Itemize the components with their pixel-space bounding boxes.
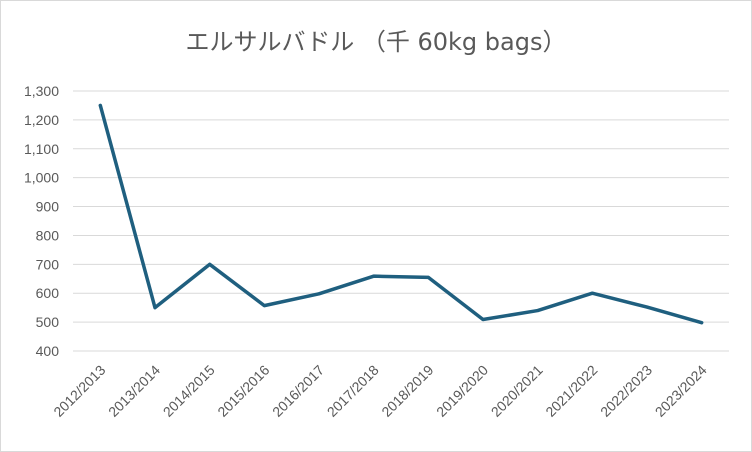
x-axis-tick-labels: 2012/20132013/20142014/20152015/20162016… — [50, 362, 710, 420]
x-tick-label: 2015/2016 — [214, 362, 272, 420]
data-point — [645, 305, 649, 309]
data-point — [208, 262, 212, 266]
data-point — [700, 321, 704, 325]
y-tick-label: 1,000 — [24, 170, 59, 186]
y-tick-label: 700 — [36, 256, 60, 272]
x-tick-label: 2019/2020 — [433, 362, 491, 420]
x-tick-label: 2016/2017 — [269, 362, 327, 420]
y-tick-label: 500 — [36, 314, 60, 330]
chart-title: エルサルバドル （千 60kg bags） — [185, 28, 567, 56]
data-point — [590, 291, 594, 295]
gridlines — [73, 90, 729, 352]
x-tick-label: 2012/2013 — [50, 362, 108, 420]
data-point — [153, 306, 157, 310]
series-group — [98, 103, 704, 325]
data-point — [262, 304, 266, 308]
x-tick-label: 2013/2014 — [105, 362, 163, 420]
x-tick-label: 2022/2023 — [597, 362, 655, 420]
x-tick-label: 2017/2018 — [324, 362, 382, 420]
data-point — [98, 103, 102, 107]
y-tick-label: 1,100 — [24, 141, 59, 157]
x-tick-label: 2014/2015 — [160, 362, 218, 420]
data-point — [481, 318, 485, 322]
y-axis-tick-labels: 400 500 600 700 800 900 1,000 1,100 1,200 1,300 — [24, 83, 59, 359]
data-point — [372, 274, 376, 278]
series-line — [98, 103, 704, 325]
y-tick-label: 600 — [36, 285, 60, 301]
data-point — [426, 275, 430, 279]
x-tick-label: 2021/2022 — [542, 362, 600, 420]
y-tick-label: 900 — [36, 199, 60, 215]
y-tick-label: 800 — [36, 227, 60, 243]
x-tick-label: 2023/2024 — [652, 362, 710, 420]
x-tick-label: 2018/2019 — [378, 362, 436, 420]
data-point — [536, 309, 540, 313]
y-tick-label: 1,300 — [24, 83, 59, 99]
data-point — [317, 292, 321, 296]
y-tick-label: 1,200 — [24, 112, 59, 128]
x-tick-label: 2020/2021 — [488, 362, 546, 420]
y-tick-label: 400 — [36, 343, 60, 359]
